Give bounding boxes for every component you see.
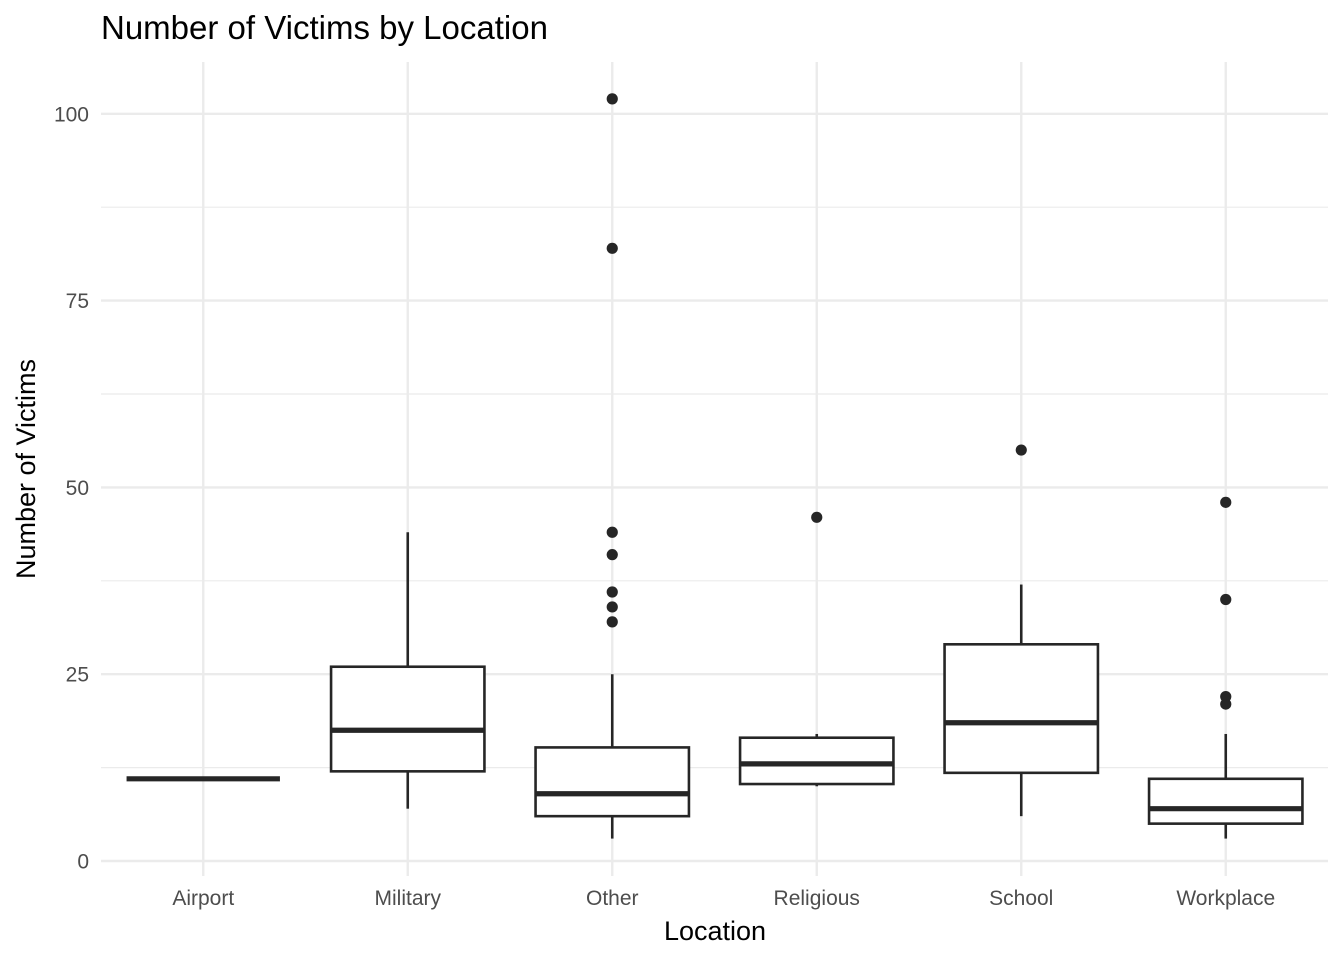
box-military bbox=[329, 532, 486, 809]
x-tick-label: Other bbox=[586, 887, 639, 910]
x-tick-label: Workplace bbox=[1176, 887, 1275, 910]
y-axis-title: Number of Victims bbox=[11, 359, 41, 579]
box-religious bbox=[738, 511, 895, 787]
outlier-point bbox=[1220, 496, 1232, 508]
iqr-box bbox=[738, 736, 895, 786]
x-tick-label: School bbox=[989, 887, 1053, 910]
outlier-point bbox=[811, 511, 823, 523]
outlier-point bbox=[1220, 691, 1232, 703]
x-tick-label: Airport bbox=[172, 887, 234, 910]
box-school bbox=[943, 444, 1100, 817]
outlier-point bbox=[606, 526, 618, 538]
outlier-point bbox=[606, 601, 618, 613]
x-tick-labels: Airport Military Other Religious School Workp… bbox=[172, 887, 1275, 910]
grid bbox=[101, 62, 1328, 876]
outlier-point bbox=[606, 93, 618, 105]
outlier-point bbox=[1015, 444, 1027, 456]
y-tick-label: 50 bbox=[66, 477, 89, 500]
boxes bbox=[126, 93, 1304, 839]
y-tick-label: 0 bbox=[77, 851, 89, 874]
x-tick-label: Military bbox=[375, 887, 442, 910]
iqr-box bbox=[329, 665, 486, 773]
x-tick-label: Religious bbox=[774, 887, 860, 910]
y-tick-label: 75 bbox=[66, 290, 89, 313]
outlier-point bbox=[606, 586, 618, 598]
iqr-box bbox=[534, 746, 691, 818]
chart-title: Number of Victims by Location bbox=[101, 9, 548, 46]
box-other bbox=[534, 93, 691, 839]
y-tick-label: 25 bbox=[66, 664, 89, 687]
iqr-box bbox=[943, 643, 1100, 775]
y-tick-label: 100 bbox=[54, 103, 89, 126]
y-tick-labels: 0 25 50 75 100 bbox=[54, 103, 89, 873]
box-workplace bbox=[1147, 496, 1304, 839]
x-axis-title: Location bbox=[664, 916, 766, 946]
outlier-point bbox=[1220, 593, 1232, 606]
outlier-point bbox=[606, 616, 618, 628]
outlier-point bbox=[606, 549, 618, 561]
outlier-point bbox=[606, 242, 618, 254]
iqr-box bbox=[1147, 777, 1304, 825]
